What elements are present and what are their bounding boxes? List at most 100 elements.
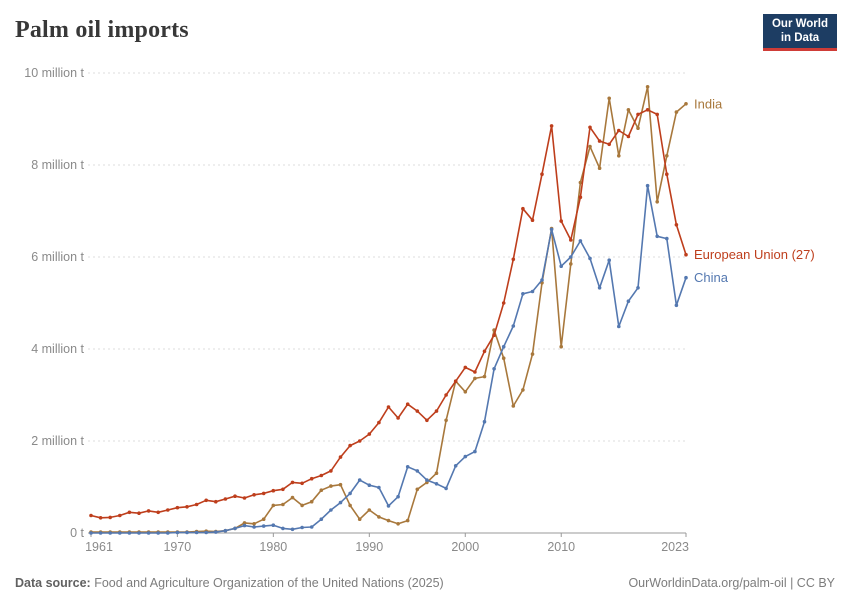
data-point [549,124,554,128]
data-point [108,515,112,520]
data-point [636,126,640,130]
x-axis-tick-label: 2000 [451,540,479,554]
data-point [367,508,372,512]
data-point [329,508,333,512]
data-point [175,505,180,510]
data-point [588,256,592,261]
data-point [338,500,343,505]
data-point [463,365,468,370]
data-point [357,478,362,482]
data-point [501,344,506,349]
data-point [530,352,535,356]
series-line-china[interactable] [91,184,687,534]
series-european-union-27[interactable]: European Union (27) [89,108,815,520]
owid-logo[interactable]: Our World in Data [763,14,837,51]
x-axis-tick-label: 1980 [259,540,287,554]
data-point [396,522,400,526]
data-point [185,505,189,509]
data-point [434,471,439,476]
data-point [281,526,285,531]
data-point [617,324,621,329]
data-point [482,419,487,424]
y-axis-tick-label: 10 million t [24,66,84,80]
data-point [214,499,218,504]
data-point [223,497,228,501]
data-point [521,292,525,296]
data-point [309,525,314,529]
series-china[interactable]: China [89,183,729,535]
data-point [415,469,420,473]
data-point [607,142,611,147]
data-point [127,531,132,535]
data-point [271,503,276,508]
data-point [636,112,640,117]
data-point [309,476,314,481]
data-point [271,488,276,493]
data-point [665,154,669,158]
data-point [146,531,151,535]
data-point [405,465,410,469]
data-point [665,236,669,241]
data-point [684,252,688,257]
data-point [655,112,659,117]
series-end-label-china[interactable]: China [694,270,729,285]
data-point [425,478,429,482]
data-point [281,502,285,507]
data-point [194,530,199,535]
y-axis-tick-label: 2 million t [31,434,84,448]
data-point [89,513,93,518]
data-point [175,530,180,535]
data-point [578,195,583,199]
data-point [597,286,602,290]
data-point [597,166,602,170]
data-point [348,491,352,496]
series-end-label-european-union-27[interactable]: European Union (27) [694,247,815,262]
data-point [252,522,256,526]
data-point [396,416,400,420]
data-point [511,324,516,328]
data-point [367,432,372,436]
data-point [309,499,314,504]
data-point [617,154,621,158]
data-point [463,390,468,394]
data-point [386,405,391,409]
data-point [137,531,141,535]
data-point [501,356,506,361]
data-point [357,517,362,521]
y-axis-tick-label: 6 million t [31,250,84,264]
data-point [338,482,343,487]
data-point [290,527,295,532]
data-point [569,238,573,242]
data-point [194,502,199,507]
data-point [98,516,103,520]
data-point [492,333,496,338]
series-end-label-india[interactable]: India [694,96,723,111]
data-point [434,409,439,413]
data-point [444,418,448,423]
data-point [482,374,487,379]
data-point [146,509,151,513]
data-point [300,525,304,530]
data-point [233,494,237,499]
x-axis-tick-label: 1970 [163,540,191,554]
data-point [444,393,448,397]
data-point [118,513,122,518]
data-point [290,480,295,485]
x-axis-tick-label: 2010 [547,540,575,554]
data-point [434,482,439,486]
data-point [559,264,563,269]
data-point [156,531,160,535]
data-point [377,485,381,490]
data-point [386,504,391,508]
data-point [242,523,247,528]
series-line-european-union-27[interactable] [90,109,687,519]
y-axis-tick-label: 0 t [70,526,84,540]
data-point [636,286,640,290]
series-line-india[interactable] [91,86,687,533]
data-point [319,473,324,478]
data-point [329,469,333,473]
data-point [166,531,170,535]
data-point [521,206,525,211]
data-point [588,144,592,149]
